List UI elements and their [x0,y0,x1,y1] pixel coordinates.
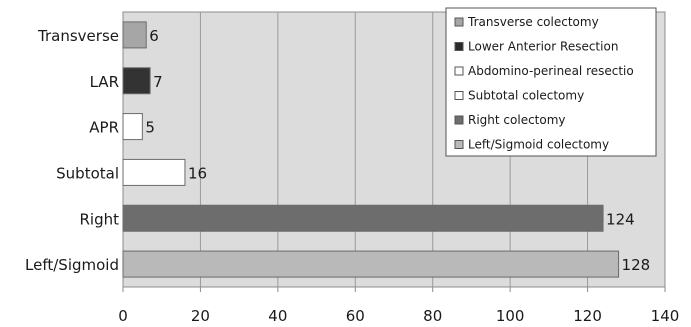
bar-transverse [122,21,147,49]
x-tick-label: 100 [496,307,525,325]
legend-label: Right colectomy [468,113,566,127]
x-tick-label: 20 [191,307,210,325]
category-label: Subtotal [56,164,119,182]
legend-box [445,7,657,157]
value-label: 6 [149,27,159,45]
x-tick-label: 120 [573,307,602,325]
legend-swatch [454,91,464,100]
x-tick-label: 140 [651,307,680,325]
category-label: Transverse [37,27,119,45]
legend-label: Transverse colectomy [467,15,599,29]
legend-swatch [454,17,464,27]
x-tick-label: 40 [268,307,287,325]
x-tick-label: 0 [118,307,128,325]
legend-swatch [454,42,464,51]
bar-right [122,204,604,232]
category-label: Left/Sigmoid [25,256,119,274]
legend-label: Abdomino-perineal resectio [468,64,634,78]
bar-left-sigmoid [122,250,620,278]
value-label: 16 [188,164,207,182]
value-label: 128 [622,256,651,274]
bar-lar [122,67,151,95]
category-label: Right [80,210,120,228]
legend-label: Lower Anterior Resection [468,40,618,54]
value-label: 7 [153,73,163,91]
legend-swatch [454,140,464,149]
legend-swatch [454,115,464,125]
legend-label: Left/Sigmoid colectomy [468,138,609,152]
x-tick-label: 80 [423,307,442,325]
x-tick-label: 60 [346,307,365,325]
bar-apr [122,113,143,141]
value-label: 5 [145,119,155,137]
legend-swatch [454,66,464,76]
value-label: 124 [606,210,635,228]
legend-label: Subtotal colectomy [468,89,584,103]
category-label: LAR [90,73,119,91]
category-label: APR [89,119,119,137]
bar-subtotal [122,158,186,186]
